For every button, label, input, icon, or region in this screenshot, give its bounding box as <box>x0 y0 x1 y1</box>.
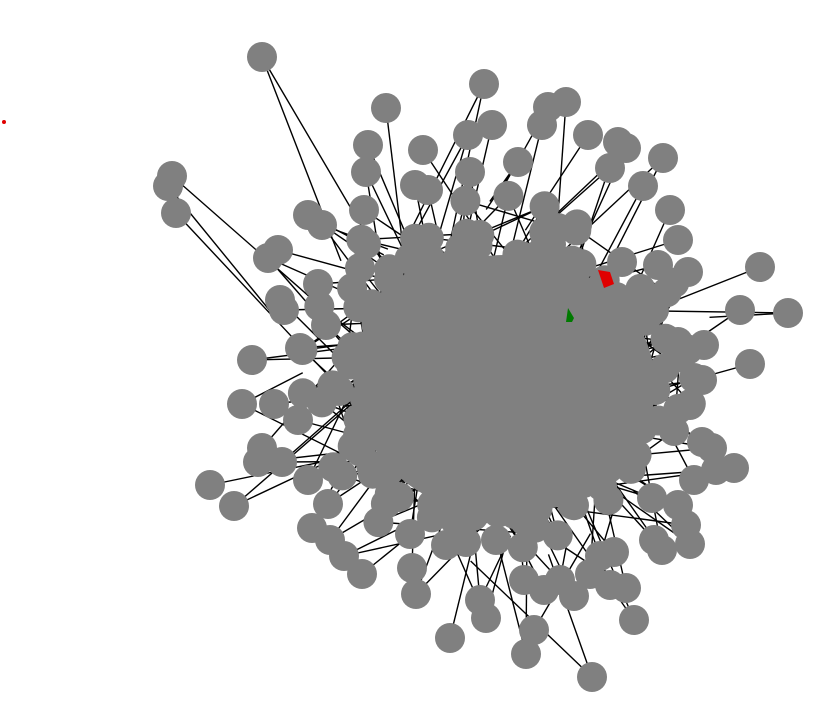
graph-node <box>371 93 401 123</box>
graph-node <box>357 458 388 489</box>
graph-node <box>413 222 444 253</box>
graph-node <box>455 157 485 187</box>
graph-node <box>527 110 557 140</box>
graph-edge <box>411 83 485 230</box>
graph-node <box>243 447 273 477</box>
isolated-red-node <box>2 120 6 124</box>
graph-node <box>263 235 293 265</box>
graph-node <box>477 110 507 140</box>
graph-node <box>349 195 379 225</box>
graph-node <box>416 502 447 533</box>
graph-node <box>247 42 277 72</box>
graph-node <box>313 489 343 519</box>
graph-node <box>219 491 249 521</box>
graph-node <box>287 335 318 365</box>
graph-node <box>307 210 337 240</box>
graph-node <box>469 69 499 99</box>
graph-node <box>351 157 381 187</box>
graph-node <box>462 230 493 261</box>
graph-node <box>153 171 183 201</box>
graph-node <box>453 120 483 150</box>
graph-node <box>327 460 358 491</box>
graph-node <box>306 387 337 418</box>
graph-node <box>663 225 693 255</box>
graph-nodes <box>153 42 803 692</box>
graph-node <box>675 388 706 419</box>
graph-node <box>639 525 669 555</box>
graph-node <box>745 252 775 282</box>
graph-node <box>374 478 405 509</box>
graph-node <box>450 185 481 216</box>
graph-node <box>401 579 431 609</box>
graph-node <box>346 224 377 255</box>
graph-node <box>408 135 438 165</box>
graph-node <box>648 143 678 173</box>
graph-node <box>637 483 667 513</box>
graph-node <box>650 323 681 354</box>
graph-node <box>509 565 539 595</box>
graph-node <box>395 519 425 549</box>
graph-node <box>161 198 191 228</box>
graph-node <box>559 581 589 611</box>
graph-node <box>374 264 405 294</box>
graph-node <box>507 532 538 563</box>
graph-node <box>511 639 541 669</box>
graph-node <box>353 130 383 160</box>
graph-node <box>593 485 624 515</box>
graph-node <box>679 465 709 495</box>
graph-node <box>577 662 607 692</box>
graph-node <box>773 298 803 328</box>
graph-node <box>481 525 511 555</box>
graph-node <box>283 405 313 435</box>
graph-node <box>337 431 368 462</box>
graph-node <box>259 389 289 419</box>
graph-node <box>435 623 465 653</box>
graph-node <box>725 295 755 325</box>
graph-node <box>619 605 649 635</box>
graph-node <box>347 559 377 589</box>
graph-node <box>687 365 717 395</box>
graph-node <box>337 273 368 304</box>
graph-node <box>655 195 685 225</box>
graph-node <box>269 295 299 325</box>
graph-node <box>267 447 297 477</box>
graph-node <box>397 553 427 583</box>
graph-node <box>519 615 549 645</box>
graph-node <box>465 585 495 615</box>
graph-node <box>408 248 439 279</box>
graph-node <box>195 470 225 500</box>
graph-node <box>304 291 335 322</box>
graph-node <box>561 215 592 246</box>
graph-node <box>237 345 267 375</box>
graph-node <box>303 269 333 299</box>
graph-node <box>227 389 257 419</box>
graph-node <box>675 529 705 559</box>
highlight-red-marker <box>598 270 614 288</box>
graph-node <box>735 349 765 379</box>
graph-node <box>659 267 690 298</box>
graph-node <box>293 465 323 495</box>
graph-node <box>493 180 524 211</box>
graph-node <box>628 171 658 201</box>
graph-node <box>599 537 629 567</box>
graph-edge <box>385 107 403 236</box>
graph-node <box>413 175 443 205</box>
graph-node <box>611 133 641 163</box>
graph-node <box>659 416 689 446</box>
highlight-green-marker <box>566 308 574 322</box>
dense-node-cluster <box>355 255 655 515</box>
graph-node <box>573 120 603 150</box>
graph-node <box>503 147 533 177</box>
graph-node <box>595 153 625 183</box>
graph-node <box>529 191 560 222</box>
graph-highlights <box>2 120 614 322</box>
